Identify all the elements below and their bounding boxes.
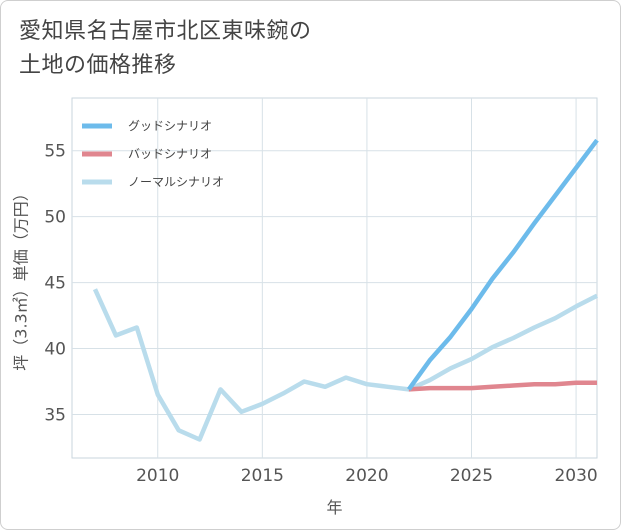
series-line-bad [408, 380, 597, 392]
y-tick-label: 50 [44, 208, 66, 228]
chart-series [92, 138, 599, 442]
legend-label-bad: バッドシナリオ [128, 147, 212, 161]
y-tick-label: 55 [44, 142, 66, 162]
chart-title: 愛知県名古屋市北区東味鋺の 土地の価格推移 [19, 15, 312, 83]
y-axis-ticks: 35 40 45 50 55 [44, 142, 66, 426]
y-axis-label: 坪（3.3㎡）単価（万円） [12, 185, 31, 370]
x-tick-label: 2025 [450, 466, 493, 486]
x-axis-label: 年 [326, 498, 342, 517]
x-axis-ticks: 2010 2015 2020 2025 2030 [136, 466, 598, 486]
x-tick-label: 2030 [554, 466, 597, 486]
plot-frame [71, 97, 598, 459]
y-tick-label: 45 [44, 274, 66, 294]
x-tick-label: 2010 [136, 466, 179, 486]
legend-label-normal: ノーマルシナリオ [128, 175, 224, 189]
series-line-good [406, 138, 599, 391]
series-line-normal [92, 288, 599, 442]
chart-title-line2: 土地の価格推移 [19, 53, 177, 78]
x-tick-label: 2020 [345, 466, 388, 486]
y-tick-label: 35 [44, 405, 66, 425]
y-tick-label: 40 [44, 340, 66, 360]
chart-title-line1: 愛知県名古屋市北区東味鋺の [19, 19, 312, 44]
x-tick-label: 2015 [241, 466, 284, 486]
legend-label-good: グッドシナリオ [128, 119, 212, 133]
